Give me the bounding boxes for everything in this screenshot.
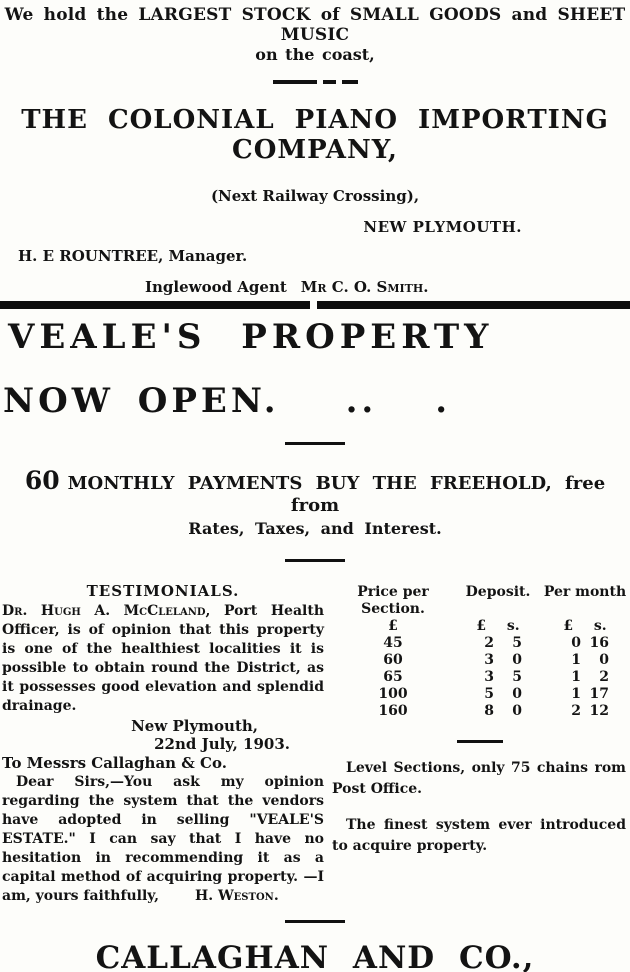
deposit-pounds: 3 (484, 669, 494, 685)
cell-price: 65 (383, 669, 403, 685)
inglewood-agent-line: Inglewood Agent Mr C. O. Smith. (0, 278, 630, 296)
offer-subline: Rates, Taxes, and Interest. (188, 519, 442, 538)
divider-segment (341, 80, 358, 84)
testimonials-heading: TESTIMONIALS. (86, 582, 240, 600)
letter-date: 22nd July, 1903. (154, 735, 290, 753)
price-table-units-row: £ £ s. £ s. (332, 618, 628, 635)
column-header-price: Price per Section. (357, 584, 429, 617)
per-month-shillings: 17 (589, 686, 609, 702)
divider-segment (317, 301, 630, 309)
banner-line-1: We hold the LARGEST STOCK of SMALL GOODS… (4, 5, 626, 45)
per-month-pounds: 1 (571, 652, 581, 668)
testimonial-doctor-paragraph: Dr. Hugh A. McCleland, Port Health Offic… (2, 602, 324, 716)
per-month-shillings: 0 (599, 652, 609, 668)
per-month-pounds: 1 (571, 686, 581, 702)
now-open-text: NOW OPEN. (3, 381, 280, 421)
divider-double-rule (0, 301, 630, 309)
cell-price: 60 (383, 652, 403, 668)
letter-salutation: To Messrs Callaghan & Co. (2, 754, 227, 772)
headline-dots: .. (345, 381, 378, 421)
deposit-shillings: 0 (512, 686, 522, 702)
divider-segment (0, 301, 310, 309)
per-month-shillings: 12 (589, 703, 609, 719)
price-table-column: Price per Section. Deposit. Per month £ … (332, 582, 628, 906)
deposit-pounds: 8 (484, 703, 494, 719)
company-location-note: (Next Railway Crossing), (210, 187, 420, 205)
cell-per-month: 2 12 (542, 703, 628, 720)
divider-short-rule (285, 559, 345, 562)
note-level-sections: Level Sections, only 75 chains rom Post … (332, 760, 626, 797)
cell-price: 45 (383, 635, 403, 651)
divider-short-rule (457, 740, 503, 743)
price-table-header-row: Price per Section. Deposit. Per month (332, 584, 628, 618)
testimonial-letter-paragraph: Dear Sirs,—You ask my opinion regarding … (2, 773, 324, 906)
divider-segment (322, 80, 336, 84)
column-header-per-month: Per month (543, 584, 627, 600)
divider-dash-dot (272, 80, 358, 84)
company-name-heading: THE COLONIAL PIANO IMPORTING COMPANY, (21, 105, 609, 165)
two-column-section: TESTIMONIALS. Dr. Hugh A. McCleland, Por… (0, 582, 630, 906)
testimonial-doctor-name: Dr. Hugh A. McCleland, (2, 603, 211, 619)
offer-number: 60 (24, 466, 60, 495)
deposit-shillings: 0 (512, 703, 522, 719)
unit-price: £ (388, 618, 398, 634)
headline-veales-property: VEALE'S PROPERTY (8, 317, 494, 357)
deposit-pounds: 2 (484, 635, 494, 651)
headline-now-open: NOW OPEN.... (0, 381, 630, 421)
deposit-shillings: 0 (512, 652, 522, 668)
company-city: NEW PLYMOUTH. (363, 218, 522, 236)
deposit-shillings: 5 (512, 669, 522, 685)
deposit-shillings: 5 (512, 635, 522, 651)
deposit-pounds: 5 (484, 686, 494, 702)
offer-text: MONTHLY PAYMENTS BUY THE FREEHOLD, free … (67, 473, 606, 516)
banner-line-2: on the coast, (255, 45, 375, 64)
per-month-pounds: 2 (571, 703, 581, 719)
per-month-pounds: 0 (571, 635, 581, 651)
per-month-pounds: 1 (571, 669, 581, 685)
agent-name: Mr C. O. Smith. (300, 278, 429, 296)
letter-body: Dear Sirs,—You ask my opinion regarding … (2, 774, 324, 904)
letter-signature: H. Weston. (194, 888, 279, 904)
per-month-shillings: 16 (589, 635, 609, 651)
letter-place: New Plymouth, (131, 717, 258, 735)
divider-segment (272, 80, 317, 84)
headline-dot: . (435, 381, 452, 421)
agent-prefix: Inglewood Agent (145, 278, 287, 296)
agents-name-heading: CALLAGHAN AND CO., (95, 940, 535, 972)
cell-price: 160 (378, 703, 408, 719)
unit-deposit: £ s. (476, 618, 520, 634)
divider-short-rule (285, 920, 345, 923)
cell-per-month: 0 16 (542, 635, 628, 652)
deposit-pounds: 3 (484, 652, 494, 668)
column-header-deposit: Deposit. (465, 584, 531, 600)
divider-short-rule (285, 442, 345, 445)
per-month-shillings: 2 (599, 669, 609, 685)
offer-headline: 60 MONTHLY PAYMENTS BUY THE FREEHOLD, fre… (0, 466, 630, 516)
unit-per-month: £ s. (563, 618, 607, 634)
cell-price: 100 (378, 686, 408, 702)
company-manager-line: H. E ROUNTREE, Manager. (18, 247, 248, 265)
cell-per-month: 1 17 (542, 686, 628, 703)
testimonials-column: TESTIMONIALS. Dr. Hugh A. McCleland, Por… (2, 582, 332, 906)
testimonial-doctor-text: Port Health Officer, is of opinion that … (2, 603, 324, 714)
note-finest-system: The finest system ever introduced to acq… (332, 817, 626, 854)
